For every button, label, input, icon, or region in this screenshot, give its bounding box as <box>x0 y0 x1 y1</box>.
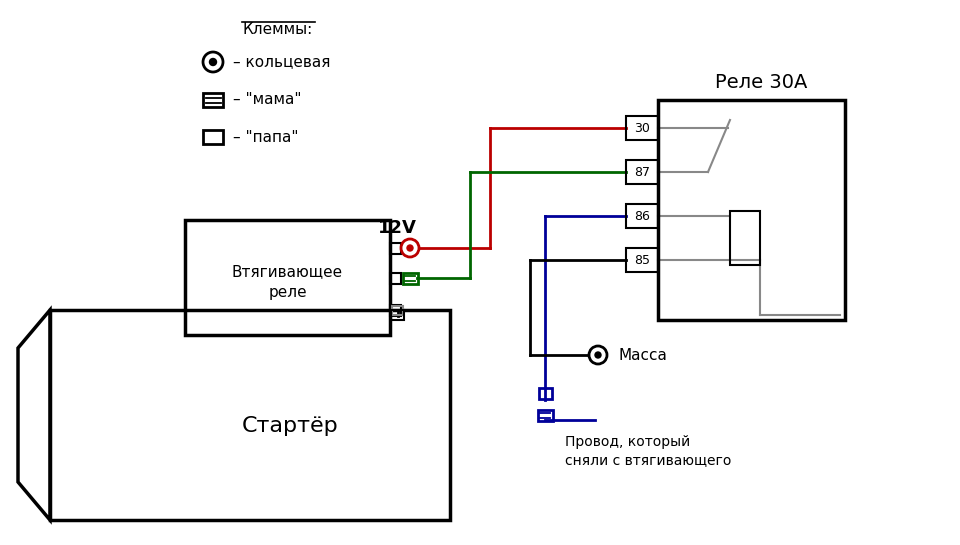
Bar <box>730 211 760 265</box>
Bar <box>185 220 390 335</box>
Text: – кольцевая: – кольцевая <box>233 54 330 70</box>
Bar <box>391 310 404 320</box>
Text: 30: 30 <box>634 122 650 135</box>
Text: 87: 87 <box>634 166 650 179</box>
Bar <box>392 306 403 314</box>
Circle shape <box>209 58 217 65</box>
Text: – "мама": – "мама" <box>233 93 301 107</box>
Bar <box>658 100 845 320</box>
Text: Масса: Масса <box>618 348 667 362</box>
Text: Реле 30А: Реле 30А <box>715 72 807 92</box>
Text: Втягивающее
реле: Втягивающее реле <box>232 264 343 300</box>
Bar <box>626 116 658 140</box>
Text: Стартёр: Стартёр <box>242 415 338 435</box>
Circle shape <box>407 245 413 251</box>
Bar <box>390 272 401 283</box>
Text: 86: 86 <box>634 209 650 222</box>
Text: – "папа": – "папа" <box>233 130 299 144</box>
Bar <box>626 160 658 184</box>
Text: Провод, который: Провод, который <box>565 435 690 449</box>
Bar <box>203 130 223 144</box>
Bar <box>390 305 401 316</box>
Text: 85: 85 <box>634 253 650 267</box>
Bar <box>626 248 658 272</box>
Bar <box>390 243 401 253</box>
Bar <box>538 409 553 421</box>
Bar <box>203 93 223 107</box>
Text: 12V: 12V <box>378 219 417 237</box>
Bar <box>50 310 450 520</box>
Bar <box>402 272 418 283</box>
Bar <box>539 387 551 398</box>
Text: Клеммы:: Клеммы: <box>242 22 312 37</box>
Bar <box>626 204 658 228</box>
Text: сняли с втягивающего: сняли с втягивающего <box>565 453 732 467</box>
Circle shape <box>595 352 601 358</box>
